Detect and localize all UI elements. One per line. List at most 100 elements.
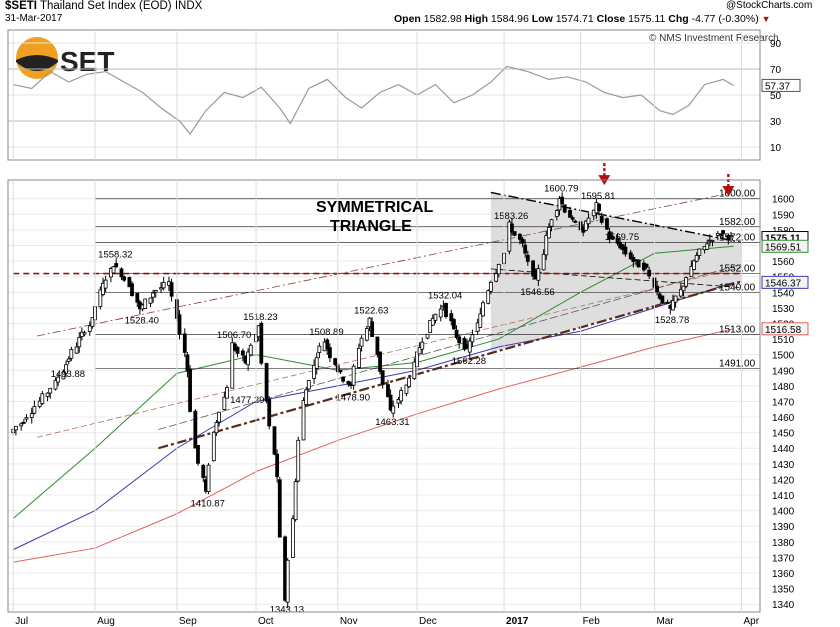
candle-body bbox=[114, 263, 119, 268]
candle-body bbox=[235, 346, 240, 354]
candle-body bbox=[420, 341, 425, 350]
candle-body bbox=[359, 337, 364, 347]
right-value-label: 1546.37 bbox=[765, 278, 802, 289]
candle-body bbox=[428, 319, 433, 333]
candle-body bbox=[61, 371, 66, 380]
candle-body bbox=[193, 410, 198, 449]
candle-body bbox=[24, 417, 29, 420]
chart-date: 31-Mar-2017 bbox=[5, 13, 63, 24]
candle-body bbox=[684, 277, 689, 287]
level-label: 1513.00 bbox=[719, 324, 756, 335]
price-tick-label: 1420 bbox=[772, 475, 795, 486]
candle-body bbox=[296, 439, 301, 482]
candle-body bbox=[161, 281, 166, 289]
candle-body bbox=[185, 354, 190, 372]
candle-body bbox=[726, 235, 731, 240]
candle-body bbox=[74, 346, 79, 354]
level-label: 1552.00 bbox=[719, 264, 756, 275]
price-tick-label: 1360 bbox=[772, 569, 795, 580]
change-value: -4.77 (-0.30%) bbox=[691, 13, 759, 25]
price-panel: 1600.00 1582.00 1572.00 1552.00 1540.00 1513.… bbox=[8, 163, 760, 615]
triangle-upper-line bbox=[490, 191, 742, 244]
price-tick-label: 1500 bbox=[772, 351, 795, 362]
low-value: 1574.71 bbox=[555, 13, 594, 25]
level-label: 1600.00 bbox=[719, 189, 756, 200]
right-value-label: 1575.11 bbox=[765, 234, 801, 245]
price-annotation: 1569.75 bbox=[605, 232, 639, 243]
candle-body bbox=[560, 196, 565, 204]
candle-body bbox=[697, 248, 702, 256]
candle-body bbox=[264, 363, 269, 402]
candle-body bbox=[230, 342, 235, 389]
right-value-box bbox=[761, 239, 809, 253]
x-tick-label: Jul bbox=[15, 616, 28, 627]
price-annotation: 1546.56 bbox=[520, 287, 554, 298]
candle-body bbox=[90, 317, 95, 327]
candle-body bbox=[351, 365, 356, 386]
x-tick-label: Dec bbox=[419, 616, 437, 627]
candle-body bbox=[306, 380, 311, 390]
candle-body bbox=[557, 198, 562, 211]
copyright-text: © NMS Investment Research bbox=[649, 33, 779, 44]
candle-body bbox=[357, 348, 361, 368]
candle-body bbox=[481, 302, 485, 317]
price-annotation: 1463.31 bbox=[375, 417, 409, 428]
price-tick-label: 1400 bbox=[772, 507, 795, 518]
logo-wave-icon bbox=[16, 55, 58, 71]
right-value-label: 1516.58 bbox=[765, 325, 802, 336]
candle-body bbox=[644, 263, 649, 268]
candle-body bbox=[29, 413, 34, 418]
candle-body bbox=[201, 464, 206, 478]
candle-body bbox=[214, 422, 219, 434]
candle-body bbox=[470, 334, 475, 343]
candle-body bbox=[272, 426, 277, 455]
rsi-panel bbox=[8, 42, 760, 148]
right-value-label: 1569.51 bbox=[765, 242, 802, 253]
candle-body bbox=[407, 377, 411, 388]
candle-body bbox=[341, 376, 346, 382]
candle-body bbox=[301, 400, 306, 441]
price-annotation: 1558.32 bbox=[98, 250, 132, 261]
candle-body bbox=[222, 396, 227, 410]
price-annotation: 1518.23 bbox=[243, 312, 277, 323]
price-tick-label: 1440 bbox=[772, 444, 795, 455]
candle-body bbox=[143, 298, 148, 309]
candle-body bbox=[549, 219, 554, 227]
candle-body bbox=[536, 268, 541, 281]
watermark: @StockCharts.com bbox=[726, 0, 813, 11]
candle-body bbox=[544, 235, 549, 256]
price-annotation: 1595.81 bbox=[581, 191, 615, 202]
high-value: 1584.96 bbox=[490, 13, 529, 25]
candle-body bbox=[119, 268, 124, 278]
candle-body bbox=[159, 287, 163, 290]
candle-body bbox=[211, 431, 216, 462]
price-annotation: 1506.70 bbox=[217, 330, 251, 341]
candle-body bbox=[452, 319, 456, 330]
price-tick-label: 1560 bbox=[772, 257, 795, 268]
x-tick-label: Apr bbox=[744, 616, 760, 627]
candle-body bbox=[494, 273, 499, 282]
candle-body bbox=[517, 233, 522, 240]
candle-body bbox=[520, 238, 525, 244]
candle-body bbox=[32, 406, 37, 414]
rising-channel-line bbox=[36, 193, 726, 337]
candle-body bbox=[523, 244, 528, 254]
candle-body bbox=[541, 253, 546, 271]
price-tick-label: 1450 bbox=[772, 429, 795, 440]
candle-body bbox=[103, 279, 108, 289]
candle-body bbox=[671, 300, 675, 311]
rsi-line bbox=[13, 65, 734, 136]
candle-body bbox=[346, 380, 351, 385]
candle-body bbox=[69, 349, 74, 359]
candle-body bbox=[267, 399, 272, 427]
index-name: Thailand Set Index (EOD) bbox=[39, 0, 172, 12]
candle-body bbox=[388, 394, 393, 411]
candle-body bbox=[412, 361, 417, 379]
price-tick-label: 1350 bbox=[772, 585, 795, 596]
candle-body bbox=[568, 210, 572, 218]
candle-body bbox=[510, 223, 514, 233]
candle-body bbox=[122, 276, 126, 281]
symbol: $SETI bbox=[5, 0, 37, 12]
candle-body bbox=[391, 405, 396, 414]
candle-body bbox=[705, 243, 710, 250]
